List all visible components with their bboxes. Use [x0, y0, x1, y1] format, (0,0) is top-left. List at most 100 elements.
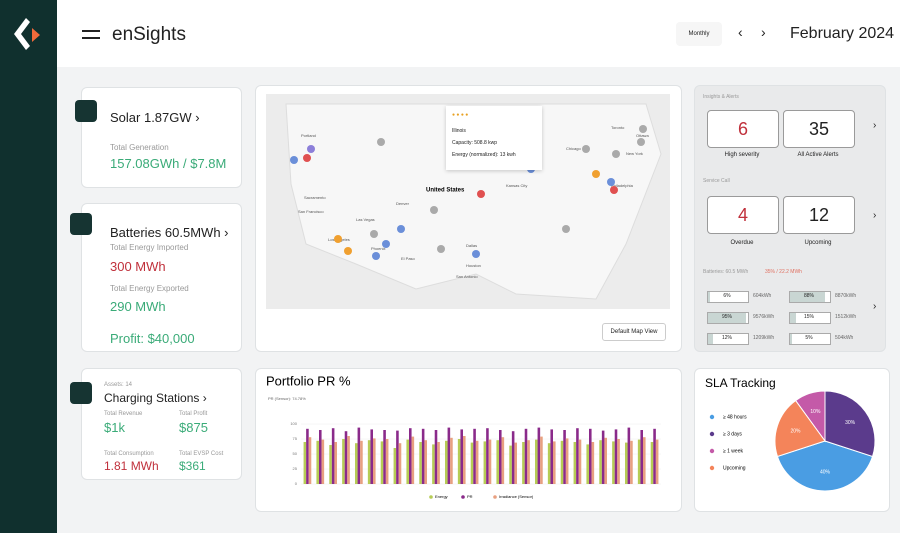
bar — [612, 441, 615, 484]
bar — [566, 438, 569, 484]
bar — [540, 437, 543, 484]
overdue-count[interactable]: 4 — [707, 196, 779, 234]
legend-label: ≥ 1 week — [723, 448, 743, 454]
bar — [628, 428, 631, 484]
value: 157.08GWh / $7.8M — [110, 156, 226, 171]
chart-subtitle: PR (Sensor): 74.78% — [268, 396, 306, 401]
city-label: San Francisco — [298, 209, 324, 214]
bar — [553, 441, 556, 484]
bar — [602, 431, 605, 484]
bar — [332, 428, 335, 484]
bar — [345, 431, 348, 484]
title: Charging Stations › — [104, 391, 207, 405]
site-marker — [612, 150, 620, 158]
bar-chart: Portfolio PR %PR (Sensor): 74.78%0255075… — [256, 369, 683, 513]
battery-percent: 88% — [789, 293, 829, 299]
chart-title: Portfolio PR % — [266, 373, 351, 388]
bar — [450, 438, 453, 484]
bar — [579, 440, 582, 484]
city-label: El Paso — [401, 256, 416, 261]
bar — [486, 428, 489, 484]
bar — [406, 440, 409, 484]
next[interactable]: › — [761, 24, 766, 40]
bar — [653, 429, 656, 484]
bar — [322, 440, 325, 484]
bar — [576, 428, 579, 484]
bar — [422, 429, 425, 484]
city-label: Houston — [466, 263, 481, 268]
bar — [476, 441, 479, 484]
high-count[interactable]: 6 — [707, 110, 779, 148]
legend-swatch — [429, 495, 433, 499]
tooltip-energy: Energy (normalized): 13 kwh — [452, 152, 536, 158]
legend-swatch — [710, 415, 714, 419]
value: 300 MWh — [110, 259, 166, 274]
site-marker — [437, 245, 445, 253]
battery-energy: 9576kWh — [753, 314, 774, 320]
city-label: Denver — [396, 201, 410, 206]
legend-swatch — [461, 495, 465, 499]
battery-energy: 504kWh — [835, 335, 853, 341]
battery-card[interactable]: Batteries 60.5MWh › Total Energy Importe… — [81, 203, 242, 352]
bar — [651, 442, 654, 484]
city-label: Las Vegas — [356, 217, 375, 222]
arrow[interactable]: › — [873, 301, 876, 312]
title: Batteries 60.5MWh › — [110, 225, 229, 240]
bar — [445, 441, 448, 484]
menu-icon[interactable] — [80, 28, 102, 42]
legend-swatch — [710, 432, 714, 436]
label: High severity — [707, 152, 777, 158]
battery-summary: 35% / 22.2 MWh — [765, 269, 802, 275]
slice-label: 20% — [791, 429, 802, 435]
prev[interactable]: ‹ — [738, 24, 743, 40]
bar — [306, 429, 309, 484]
bar — [419, 442, 422, 484]
bar — [437, 442, 440, 484]
bar — [617, 439, 620, 484]
active-count[interactable]: 35 — [783, 110, 855, 148]
bar — [448, 428, 451, 484]
upcoming-count[interactable]: 12 — [783, 196, 855, 234]
site-marker — [562, 225, 570, 233]
bar — [412, 437, 415, 484]
site-marker — [382, 240, 390, 248]
period-button[interactable]: Monthly — [676, 22, 722, 46]
arrow[interactable]: › — [873, 120, 876, 131]
tooltip-header: ● ● ● ● — [452, 112, 536, 118]
bar — [625, 443, 628, 484]
battery-percent: 15% — [789, 314, 829, 320]
arrow[interactable]: › — [873, 210, 876, 221]
legend-label: ≥ 48 hours — [723, 414, 747, 420]
map-view-button[interactable]: Default Map View — [602, 323, 666, 341]
legend-label: Irradiance (Sensor) — [499, 494, 534, 499]
solar-title: Solar 1.87GW — [110, 110, 192, 125]
slice-label: 40% — [820, 469, 831, 475]
country-label: United States — [426, 188, 465, 194]
label: Upcoming — [783, 240, 853, 246]
alerts-panel: Insights & Alerts 6 35 High severity All… — [694, 85, 886, 352]
battery-percent: 12% — [707, 335, 747, 341]
bar — [548, 443, 551, 484]
bar — [589, 429, 592, 484]
bar — [502, 437, 505, 484]
bar — [604, 438, 607, 484]
bar — [329, 445, 332, 484]
bar — [394, 448, 397, 484]
charging-card[interactable]: Assets: 14 Charging Stations › Total Rev… — [81, 368, 242, 480]
pie-chart: SLA Tracking40%≥ 48 hours30%≥ 3 days10%≥… — [695, 369, 891, 513]
battery-energy: 8870kWh — [835, 293, 856, 299]
solar-card[interactable]: Solar 1.87GW › Total Generation 157.08GW… — [81, 87, 242, 188]
y-tick-label: 25 — [293, 466, 298, 471]
bar — [386, 439, 389, 484]
site-marker — [397, 225, 405, 233]
bar — [342, 439, 345, 484]
battery-icon — [70, 213, 92, 235]
tooltip: ● ● ● ● Illinois Capacity: 508.8 kwp Ene… — [446, 106, 542, 170]
sla-card: SLA Tracking40%≥ 48 hours30%≥ 3 days10%≥… — [694, 368, 890, 512]
site-marker — [592, 170, 600, 178]
label: Total EVSP Cost — [179, 451, 223, 457]
site-marker — [477, 190, 485, 198]
y-tick-label: 100 — [290, 421, 297, 426]
site-marker — [344, 247, 352, 255]
